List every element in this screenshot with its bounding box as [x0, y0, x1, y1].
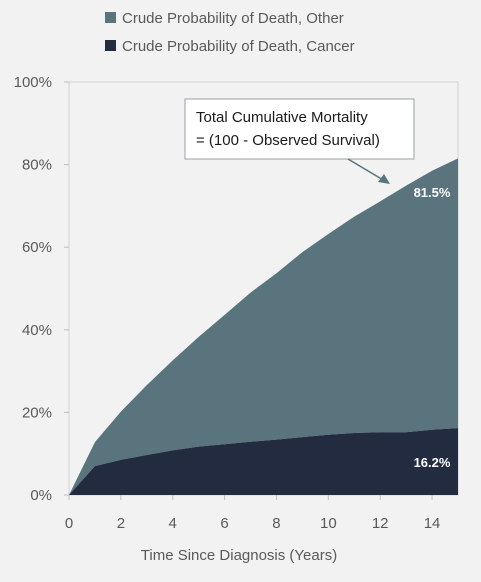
legend-swatch-other: [105, 12, 116, 23]
y-tick-label: 100%: [14, 74, 52, 91]
x-tick-label: 4: [169, 515, 177, 532]
y-axis: 0% 20% 40% 60% 80% 100%: [14, 74, 69, 504]
callout-line-2: = (100 - Observed Survival): [196, 132, 380, 149]
areas: [69, 158, 458, 495]
x-tick-label: 8: [272, 515, 280, 532]
x-tick-label: 0: [65, 515, 73, 532]
total-end-label: 81.5%: [414, 185, 451, 200]
callout-annotation: Total Cumulative Mortality = (100 - Obse…: [184, 98, 415, 184]
x-axis-title: Time Since Diagnosis (Years): [141, 547, 337, 564]
legend-label-other: Crude Probability of Death, Other: [122, 10, 344, 27]
x-tick-label: 14: [424, 515, 441, 532]
y-tick-label: 20%: [22, 404, 52, 421]
x-axis: 0 2 4 6 8 10 12 14: [65, 495, 441, 532]
y-tick-label: 40%: [22, 322, 52, 339]
y-tick-label: 80%: [22, 157, 52, 174]
legend-swatch-cancer: [105, 40, 116, 51]
x-tick-label: 10: [320, 515, 337, 532]
legend: Crude Probability of Death, Other Crude …: [105, 10, 355, 55]
series-area-other: [69, 158, 458, 495]
callout-arrow-head: [378, 174, 390, 184]
callout-line-1: Total Cumulative Mortality: [196, 109, 368, 126]
y-tick-label: 60%: [22, 239, 52, 256]
cancer-end-label: 16.2%: [414, 455, 451, 470]
series-area-cancer: [69, 428, 458, 495]
y-tick-label: 0%: [30, 487, 52, 504]
legend-label-cancer: Crude Probability of Death, Cancer: [122, 38, 355, 55]
callout-box: [184, 98, 415, 160]
x-tick-label: 12: [372, 515, 389, 532]
x-tick-label: 6: [220, 515, 228, 532]
callout-arrow-line: [347, 158, 386, 182]
x-tick-label: 2: [117, 515, 125, 532]
